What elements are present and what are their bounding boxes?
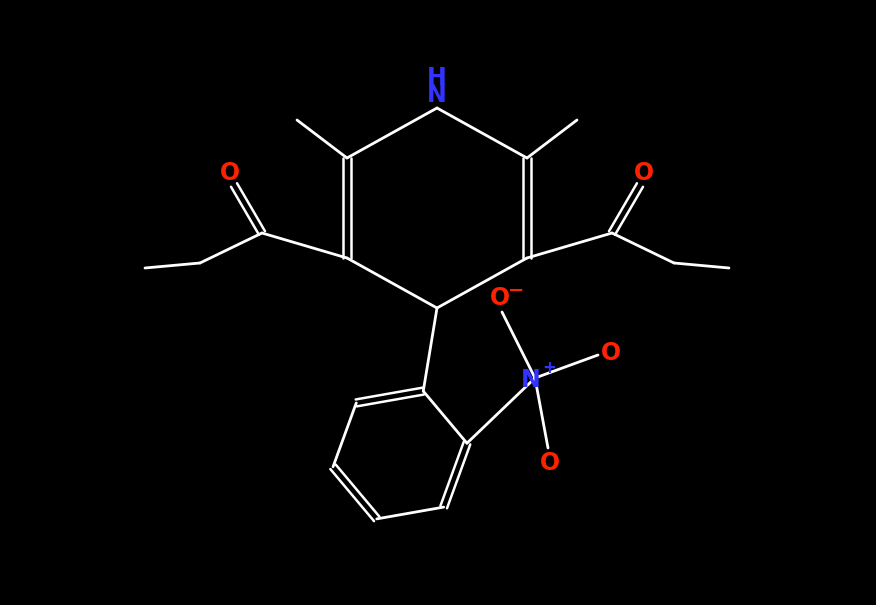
- Text: O: O: [601, 341, 621, 365]
- Text: O: O: [540, 451, 560, 475]
- Text: H: H: [427, 66, 447, 90]
- Text: O: O: [634, 161, 654, 185]
- Text: N: N: [521, 368, 540, 392]
- Text: N: N: [427, 83, 447, 107]
- Text: O: O: [490, 286, 510, 310]
- Text: −: −: [508, 281, 524, 299]
- Text: +: +: [542, 359, 556, 377]
- Text: O: O: [220, 161, 240, 185]
